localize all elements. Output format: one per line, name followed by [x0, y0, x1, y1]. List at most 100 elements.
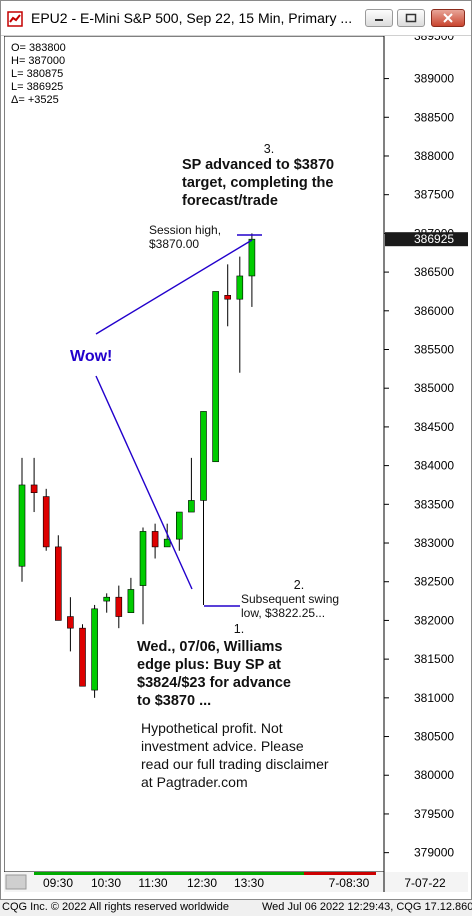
time-label-1230: 12:30	[187, 876, 217, 890]
price-axis-panel	[384, 36, 468, 872]
copyright-text: CQG Inc. © 2022 All rights reserved worl…	[2, 901, 229, 913]
candle-body-up	[176, 511, 183, 540]
title-bar[interactable]: EPU2 - E-Mini S&P 500, Sep 22, 15 Min, P…	[1, 1, 471, 36]
disclaimer-line-2: investment advice. Please	[141, 738, 304, 754]
annotation-1: 1. Wed., 07/06, Williams edge plus: Buy …	[137, 622, 291, 709]
annotation-3-line-2: target, completing the	[182, 175, 333, 191]
minimize-button[interactable]	[365, 9, 393, 27]
wow-annotation: Wow!	[70, 348, 112, 365]
chart-area[interactable]: 379000 379500 380000 380500 381000 381500 3820…	[3, 29, 468, 892]
candle-body-up	[127, 589, 135, 613]
price-tick-label: 382000	[414, 613, 454, 627]
session-high-label: Session high, $3870.00	[149, 223, 221, 251]
annotation-lines	[95, 234, 262, 607]
price-axis: 379000 379500 380000 380500 381000 381500 3820…	[384, 72, 454, 860]
ohlc-high: H= 387000	[11, 55, 65, 67]
price-tick-label: 385000	[414, 381, 454, 395]
candle-body-up	[163, 538, 171, 548]
ohlc-readout: O= 383800 H= 387000 L= 380875 L= 386925 …	[11, 42, 66, 106]
time-axis: 09:30 10:30 11:30 12:30 13:30 7-08:30 7-…	[4, 872, 468, 892]
price-tick-label: 382500	[414, 575, 454, 589]
top-price-label: 389500	[414, 36, 454, 43]
price-tick-label: 384000	[414, 459, 454, 473]
annotation-3: 3. SP advanced to $3870 target, completi…	[182, 142, 334, 209]
candle-body-down	[30, 484, 38, 494]
price-tick-label: 387500	[414, 188, 454, 202]
maximize-button[interactable]	[397, 9, 425, 27]
price-tick-label: 386500	[414, 265, 454, 279]
session-high-line-1: Session high,	[149, 223, 221, 237]
disclaimer: Hypothetical profit. Not investment advi…	[141, 720, 329, 790]
swing-low-trendline	[95, 375, 193, 590]
ohlc-change: Δ= +3525	[11, 94, 59, 106]
price-tick-label: 383000	[414, 536, 454, 550]
status-footer: CQG Inc. © 2022 All rights reserved worl…	[0, 900, 472, 916]
price-tick-label: 379500	[414, 807, 454, 821]
date-label: 7-08:30	[329, 876, 370, 890]
annotation-2: 2. Subsequent swing low, $3822.25...	[241, 578, 339, 620]
candle-body-down	[42, 496, 50, 548]
time-label-1030: 10:30	[91, 876, 121, 890]
session-high-line-2: $3870.00	[149, 237, 199, 251]
price-tick-label: 388500	[414, 110, 454, 124]
price-chart[interactable]: 379000 379500 380000 380500 381000 381500 3820…	[3, 29, 468, 892]
price-tick-label: 383500	[414, 497, 454, 511]
close-button[interactable]	[431, 9, 465, 27]
timestamp-text: Wed Jul 06 2022 12:29:43, CQG 17.12.860	[262, 901, 472, 913]
time-label-1330: 13:30	[234, 876, 264, 890]
annotation-2-line-2: low, $3822.25...	[241, 606, 325, 620]
ohlc-low: L= 380875	[11, 68, 63, 80]
session-high-trendline	[95, 239, 253, 335]
close-icon	[443, 13, 453, 23]
price-tick-label: 385500	[414, 343, 454, 357]
current-price-box	[385, 232, 468, 247]
minimize-icon	[375, 19, 383, 21]
annotation-3-line-3: forecast/trade	[182, 193, 278, 209]
price-tick-label: 386000	[414, 304, 454, 318]
plot-frame	[3, 35, 385, 873]
time-label-0930: 09:30	[43, 876, 73, 890]
session-bar	[34, 872, 376, 875]
candle-body-up	[91, 608, 98, 691]
time-axis-bg	[4, 872, 468, 892]
current-price-label: 386925	[414, 232, 454, 246]
candle-body-up	[212, 291, 219, 463]
annotation-3-line-1: SP advanced to $3870	[182, 157, 334, 173]
price-tick-label: 381500	[414, 652, 454, 666]
annotation-3-number: 3.	[264, 142, 274, 156]
price-tick-label: 380000	[414, 768, 454, 782]
annotation-2-line-1: Subsequent swing	[241, 592, 339, 606]
candle-body-up	[188, 500, 195, 513]
price-tick-label: 381000	[414, 691, 454, 705]
candle-body-up	[200, 411, 207, 501]
price-tick-label: 388000	[414, 149, 454, 163]
annotation-1-line-4: to $3870 ...	[137, 693, 211, 709]
corner-date-label: 7-07-22	[404, 876, 446, 890]
candle-body-down	[151, 531, 159, 548]
candle-body-down	[115, 596, 123, 617]
candle-body-up	[236, 275, 244, 300]
disclaimer-line-1: Hypothetical profit. Not	[141, 720, 283, 736]
session-bar-end	[304, 872, 376, 875]
annotation-1-line-2: edge plus: Buy SP at	[137, 657, 281, 673]
time-label-1130: 11:30	[138, 876, 167, 890]
disclaimer-line-3: read our full trading disclaimer	[141, 756, 329, 772]
candle-body-up	[139, 531, 147, 586]
candle-body-down	[79, 627, 86, 687]
candle-body-down	[67, 616, 74, 629]
price-tick-label: 389000	[414, 72, 454, 86]
maximize-icon	[405, 13, 417, 23]
candle-body-up	[248, 238, 256, 277]
candle-body-down	[54, 546, 62, 621]
candle-body-up	[103, 596, 110, 602]
price-tick-label: 380500	[414, 730, 454, 744]
window-title: EPU2 - E-Mini S&P 500, Sep 22, 15 Min, P…	[31, 10, 353, 26]
current-price-marker: 386925	[385, 232, 468, 247]
time-axis-scroll-button[interactable]	[5, 874, 27, 890]
ohlc-last: L= 386925	[11, 81, 63, 93]
annotation-1-line-1: Wed., 07/06, Williams	[137, 639, 282, 655]
ohlc-open: O= 383800	[11, 42, 66, 54]
candle-body-down	[224, 295, 231, 300]
price-tick-label: 384500	[414, 420, 454, 434]
